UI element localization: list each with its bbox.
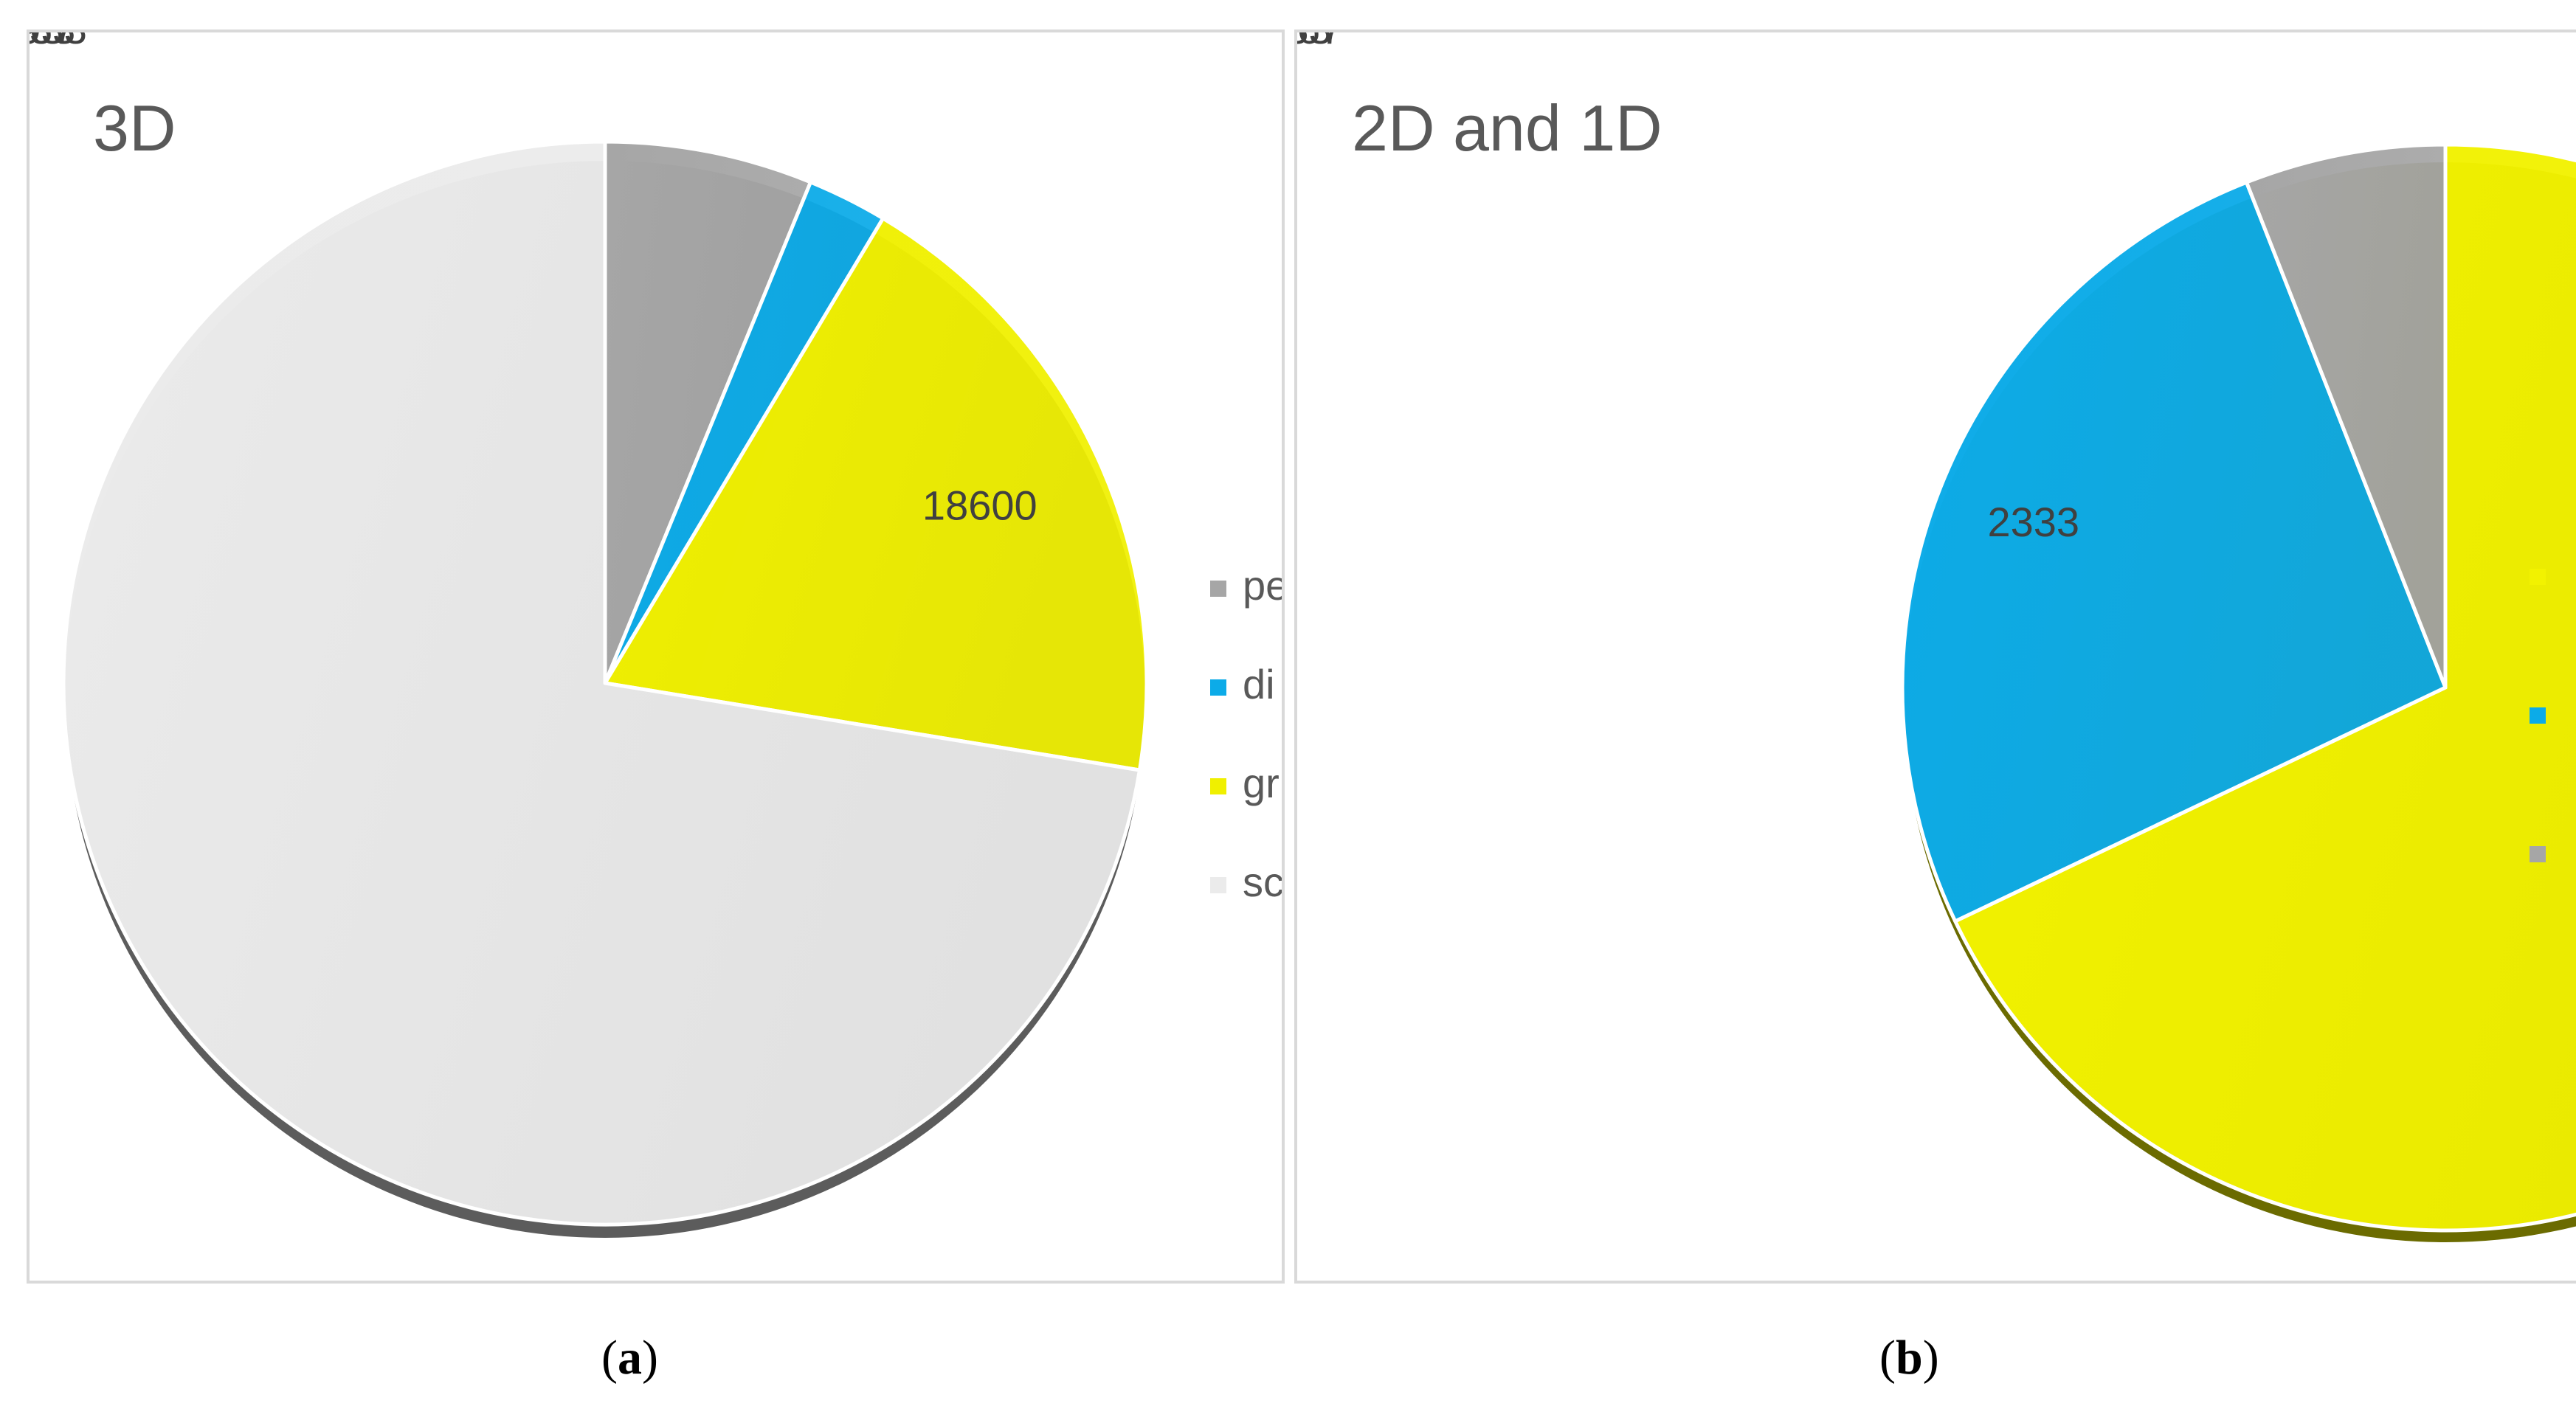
data-label: 6067 [30,32,75,52]
caption-letter: a [617,1331,642,1385]
pie-slice [1900,180,2448,924]
chart-title: 3D [93,91,176,165]
caption-letter: b [1895,1331,1923,1385]
chart-title: 2D and 1D [1352,91,1662,165]
pie-slice [603,216,1149,772]
legend-swatch [1210,679,1226,696]
legend-label: gr [1243,760,1280,806]
data-label: 2333 [30,32,75,52]
data-label: 533 [1297,32,1332,52]
legend-swatch [1210,877,1226,893]
legend-swatch [1210,581,1226,597]
data-label: 18600 [922,482,1037,529]
legend-swatch [2530,707,2546,724]
pie-slice [1953,142,2576,1233]
pie-chart-2d-1d: 6067 2333 533 [1297,32,2576,1242]
data-label: 6067 [1297,32,1343,52]
pie-slice [2245,142,2448,690]
legend-label: pe [1243,562,1285,609]
panel-caption-b: (b) [1879,1331,1939,1385]
legend-swatch [1210,778,1226,794]
chart-panel-3d: 3D 60672333 18600 70933 pe di gr sc [27,30,1285,1284]
pie-slice [61,139,1142,1227]
panel-caption-a: (a) [601,1331,658,1385]
data-label: 70933 [30,32,87,52]
pie-slice [603,139,813,685]
chart-panel-2d-1d: 2D and 1D 6067 2333 533 [1294,30,2576,1284]
legend-swatch [2530,569,2546,585]
data-label: 2333 [1987,499,2079,545]
legend-label: sc [1243,859,1284,905]
legend-label: di [1243,661,1275,707]
pie-chart-3d: 60672333 18600 70933 pe di gr sc [30,32,1285,1238]
legend-swatch [2530,846,2546,862]
